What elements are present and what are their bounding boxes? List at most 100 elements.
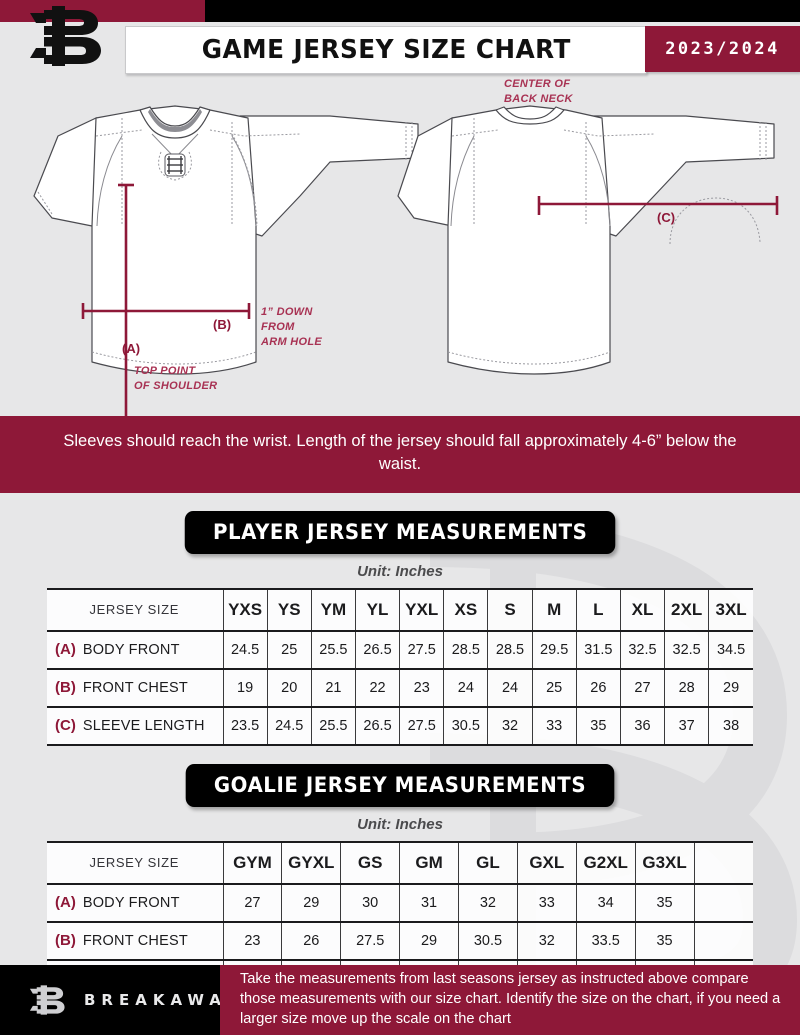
back-jersey-illustration: (C) CENTER OF BACK NECK (397, 78, 779, 375)
header-season-badge: 2023/2024 (645, 26, 800, 72)
marker-b-caption: 1” DOWN (261, 306, 313, 318)
table-cell: 27.5 (399, 630, 445, 670)
player-size-header: S (487, 587, 533, 632)
table-cell: 27 (223, 883, 283, 923)
table-cell: 31.5 (576, 630, 621, 670)
page-footer: BREAKAWAY Take the measurements from las… (0, 965, 800, 1035)
header-black-strip (205, 0, 800, 22)
table-cell: 33 (517, 883, 577, 923)
row-label-text: BODY FRONT (82, 642, 180, 659)
player-table-wrap: JERSEY SIZE YXS YS YM YL YXL XS S M L XL 2XL 3XL (A) B… (0, 587, 800, 746)
table-cell: 24.5 (223, 630, 268, 670)
goalie-size-header: GM (399, 840, 459, 885)
player-measurements-table: JERSEY SIZE YXS YS YM YL YXL XS S M L XL 2XL 3XL (A) B… (47, 587, 753, 746)
marker-b-label: (B) (213, 317, 231, 332)
page-header: GAME JERSEY SIZE CHART 2023/2024 (0, 0, 800, 76)
goalie-size-header: GL (458, 840, 518, 885)
table-cell: 32 (487, 706, 533, 746)
table-cell: 32 (458, 883, 518, 923)
footer-brand-block: BREAKAWAY (0, 965, 236, 1035)
table-cell: 20 (267, 668, 312, 708)
marker-c-caption: CENTER OF (504, 78, 570, 90)
table-cell: 25.5 (311, 630, 356, 670)
header-title-bar: GAME JERSEY SIZE CHART (125, 26, 647, 74)
svg-text:FROM: FROM (261, 321, 295, 333)
player-size-header: YXL (399, 587, 445, 632)
table-row: (B) FRONT CHEST 19 20 21 22 23 24 24 25 26 27 28 29 (47, 668, 753, 708)
player-size-header: YL (355, 587, 401, 632)
row-marker: (A) (55, 641, 76, 659)
player-size-header: 2XL (664, 587, 710, 632)
table-cell: 34.5 (708, 630, 753, 670)
table-cell: 24 (487, 668, 533, 708)
table-cell: 32 (517, 921, 577, 961)
instructions-banner: Sleeves should reach the wrist. Length o… (0, 416, 800, 493)
player-section-heading: PLAYER JERSEY MEASUREMENTS (0, 510, 800, 554)
table-cell: 19 (223, 668, 268, 708)
table-cell: 25 (267, 630, 312, 670)
marker-a-caption: TOP POINT (134, 365, 196, 377)
table-cell: 35 (635, 883, 695, 923)
row-label-text: FRONT CHEST (82, 680, 188, 697)
row-marker: (C) (55, 717, 76, 735)
table-cell: 34 (576, 883, 636, 923)
breakaway-b-monogram-icon (26, 977, 68, 1023)
table-cell: 30.5 (443, 706, 489, 746)
player-size-header: L (576, 587, 621, 632)
table-cell: 30.5 (458, 921, 518, 961)
table-cell: 29 (399, 921, 459, 961)
page-title: GAME JERSEY SIZE CHART (201, 35, 571, 65)
player-size-header: YM (311, 587, 356, 632)
table-cell: 21 (311, 668, 356, 708)
goalie-size-header (694, 840, 753, 885)
table-cell: 35 (635, 921, 695, 961)
table-cell: 24.5 (267, 706, 312, 746)
table-cell: 22 (355, 668, 401, 708)
table-cell: 33.5 (576, 921, 636, 961)
table-cell: 29 (708, 668, 753, 708)
table-row: (C) SLEEVE LENGTH 23.5 24.5 25.5 26.5 27.5 30.5… (47, 706, 753, 746)
jersey-illustrations: .gl{fill:#fff;stroke:#4a4a4f;stroke-widt… (0, 76, 800, 416)
table-cell: 23 (399, 668, 445, 708)
table-cell: 33 (532, 706, 577, 746)
goalie-size-header: GYXL (281, 840, 342, 885)
breakaway-b-monogram-icon (22, 4, 108, 68)
goalie-size-header: G2XL (576, 840, 636, 885)
player-header-row: JERSEY SIZE YXS YS YM YL YXL XS S M L XL 2XL 3XL (47, 587, 753, 632)
goalie-unit-label: Unit: Inches (357, 815, 443, 833)
row-label-text: FRONT CHEST (82, 933, 188, 950)
row-marker: (B) (55, 679, 76, 697)
player-size-label: JERSEY SIZE (47, 587, 224, 632)
table-cell: 25.5 (311, 706, 356, 746)
marker-c-label: (C) (657, 210, 675, 225)
table-cell: 30 (340, 883, 401, 923)
player-size-header: XL (620, 587, 666, 632)
table-cell: 23 (223, 921, 283, 961)
season-label: 2023/2024 (665, 39, 780, 59)
footer-brand-name: BREAKAWAY (84, 991, 243, 1009)
player-row-label: (C) SLEEVE LENGTH (47, 706, 224, 746)
table-cell: 28.5 (487, 630, 533, 670)
table-cell: 29.5 (532, 630, 577, 670)
table-cell: 38 (708, 706, 753, 746)
table-cell: 31 (399, 883, 459, 923)
table-row: (A) BODY FRONT 24.5 25 25.5 26.5 27.5 28.5 28.5 2… (47, 630, 753, 670)
goalie-size-header: GS (340, 840, 401, 885)
table-cell: 35 (576, 706, 621, 746)
goalie-size-label: JERSEY SIZE (47, 840, 224, 885)
goalie-header-row: JERSEY SIZE GYM GYXL GS GM GL GXL G2XL G3XL (47, 840, 753, 885)
table-cell: 32.5 (620, 630, 666, 670)
table-row: (B) FRONT CHEST 23 26 27.5 29 30.5 32 33.5 35 (47, 921, 753, 961)
player-row-label: (B) FRONT CHEST (47, 668, 224, 708)
table-cell: 26 (281, 921, 342, 961)
player-size-header: YS (267, 587, 312, 632)
svg-text:BACK NECK: BACK NECK (504, 93, 573, 105)
goalie-size-header: GYM (223, 840, 283, 885)
table-cell: 26 (576, 668, 621, 708)
goalie-measurements-pill: GOALIE JERSEY MEASUREMENTS (185, 763, 615, 807)
row-label-text: SLEEVE LENGTH (82, 718, 205, 735)
table-cell: 36 (620, 706, 666, 746)
table-cell: 28 (664, 668, 710, 708)
table-cell: 26.5 (355, 630, 401, 670)
